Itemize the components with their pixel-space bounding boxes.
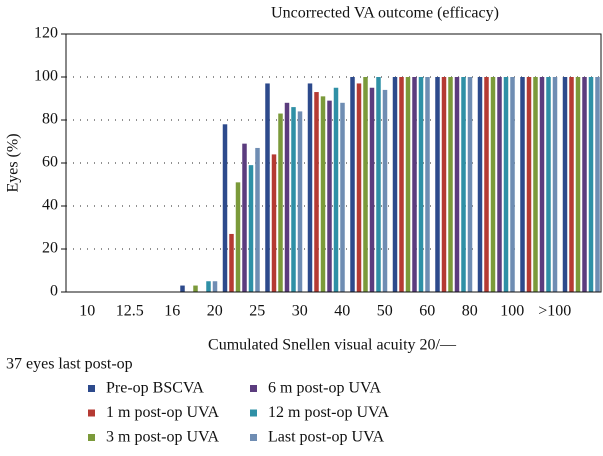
bar	[510, 77, 515, 292]
x-tick-label: 80	[462, 303, 478, 320]
bar	[320, 96, 326, 292]
bar	[255, 147, 260, 292]
bar	[206, 281, 211, 292]
bar	[539, 77, 545, 292]
bar	[546, 77, 551, 292]
bar	[327, 100, 332, 293]
bar	[503, 77, 509, 292]
x-tick-label: 16	[164, 303, 180, 320]
plot-frame	[65, 33, 602, 293]
legend-label: Pre-op BSCVA	[106, 380, 204, 397]
bar	[291, 107, 296, 292]
bar	[552, 77, 558, 292]
y-tick-label: 60	[42, 154, 58, 171]
bar	[418, 77, 424, 292]
x-tick-label: 25	[249, 303, 265, 320]
bar	[412, 77, 417, 292]
bar	[180, 285, 185, 292]
x-tick-label: 30	[292, 303, 308, 320]
bar	[297, 111, 303, 293]
bar	[333, 87, 339, 292]
bar	[405, 77, 411, 292]
bar	[454, 77, 460, 292]
legend-swatch	[250, 409, 257, 417]
y-tick-label: 40	[42, 197, 58, 214]
bar	[278, 113, 283, 292]
legend-label: Last post-op UVA	[268, 429, 385, 446]
x-axis-label: Cumulated Snellen visual acuity 20/—	[208, 337, 457, 354]
bar	[307, 83, 313, 292]
legend-swatch	[250, 434, 257, 441]
y-axis-label: Eyes (%)	[5, 133, 22, 192]
x-tick-label: 10	[79, 303, 95, 320]
bar	[369, 87, 375, 292]
legend-title: 37 eyes last post-op	[6, 356, 133, 373]
bar	[425, 77, 430, 292]
legend-swatch	[88, 409, 95, 417]
bar	[477, 77, 483, 292]
bar	[595, 77, 600, 292]
x-tick-label: 50	[377, 303, 393, 320]
bar	[441, 77, 447, 292]
bar	[520, 77, 525, 292]
chart-title: Uncorrected VA outcome (efficacy)	[271, 5, 499, 22]
bar	[448, 77, 453, 292]
bar	[467, 77, 473, 292]
bar	[484, 77, 489, 292]
bar	[392, 77, 398, 292]
bar	[363, 77, 368, 292]
bar	[582, 77, 587, 292]
y-tick-label: 20	[42, 240, 58, 257]
bar	[212, 281, 218, 292]
bar	[235, 182, 241, 292]
bar	[271, 154, 277, 292]
bar	[248, 165, 254, 292]
legend-swatch	[250, 385, 257, 392]
bar	[533, 77, 538, 292]
x-tick-label: 100	[500, 303, 524, 320]
legend-swatch	[88, 434, 95, 441]
bar	[588, 77, 594, 292]
bar	[526, 77, 532, 292]
bar	[314, 92, 319, 292]
legend-label: 12 m post-op UVA	[268, 404, 389, 421]
bar	[382, 89, 388, 293]
y-tick-label: 100	[34, 68, 58, 85]
bar	[461, 77, 466, 292]
legend-label: 3 m post-op UVA	[106, 429, 219, 446]
bar	[569, 77, 574, 292]
bar	[242, 143, 247, 292]
x-tick-label: >100	[538, 303, 571, 320]
bar	[222, 124, 228, 292]
legend-label: 1 m post-op UVA	[106, 404, 219, 421]
bar	[356, 83, 362, 292]
x-tick-label: 40	[334, 303, 350, 320]
bar	[435, 77, 440, 292]
bar	[575, 77, 581, 292]
bar	[350, 77, 355, 292]
bar	[497, 77, 502, 292]
y-tick-label: 0	[50, 283, 58, 300]
bar	[284, 102, 290, 292]
y-tick-label: 80	[42, 111, 58, 128]
x-tick-label: 12.5	[116, 303, 144, 320]
bar	[562, 77, 568, 292]
x-tick-label: 60	[419, 303, 435, 320]
legend-swatch	[88, 385, 95, 392]
y-tick-label: 120	[34, 25, 58, 42]
bar	[229, 233, 234, 292]
bar	[340, 102, 345, 292]
bar	[193, 285, 198, 292]
bar	[399, 77, 404, 292]
x-tick-label: 20	[207, 303, 223, 320]
legend-label: 6 m post-op UVA	[268, 380, 381, 397]
bar	[490, 77, 496, 292]
bar	[376, 77, 381, 292]
bar	[265, 83, 270, 292]
